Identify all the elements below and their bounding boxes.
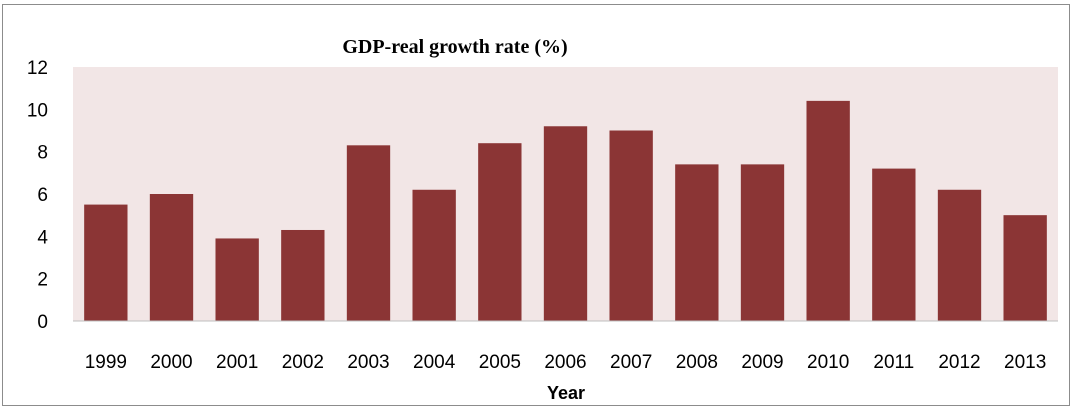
- bar-2006: [543, 126, 588, 322]
- bar-2004: [412, 189, 456, 321]
- x-axis-title: Year: [547, 383, 585, 403]
- bar-2000: [149, 194, 194, 321]
- bar-2008: [675, 164, 719, 321]
- x-tick-label: 2013: [1004, 352, 1046, 373]
- bar-1999: [84, 204, 128, 321]
- x-tick-label: 2002: [282, 352, 324, 373]
- bar-2007: [609, 130, 653, 321]
- bars: [84, 100, 1047, 322]
- x-tick-label: 2001: [216, 352, 258, 373]
- x-tick-label: 2004: [413, 352, 456, 373]
- y-tick-label: 8: [37, 143, 48, 164]
- x-tick-label: 2010: [807, 352, 849, 373]
- y-tick-label: 2: [37, 270, 48, 291]
- x-tick-label: 2003: [347, 352, 389, 373]
- x-tick-label: 1999: [85, 352, 127, 373]
- bar-2011: [872, 168, 916, 321]
- bar-2003: [346, 145, 391, 321]
- x-tick-label: 2007: [610, 352, 652, 373]
- y-tick-label: 12: [27, 58, 48, 79]
- x-tick-label: 2006: [544, 352, 586, 373]
- chart-title: GDP-real growth rate (%): [342, 36, 567, 58]
- bar-chart: GDP-real growth rate (%) 0 2 4 6 8 10 12 1999 2…: [27, 36, 1058, 403]
- bar-2010: [806, 100, 850, 321]
- x-tick-label: 2005: [479, 352, 521, 373]
- bar-2012: [937, 189, 982, 321]
- bar-2001: [215, 238, 259, 321]
- x-tick-label: 2009: [741, 352, 783, 373]
- y-tick-label: 6: [37, 185, 48, 206]
- y-tick-label: 0: [37, 312, 48, 333]
- y-axis-ticks: 0 2 4 6 8 10 12: [27, 58, 49, 333]
- chart-frame: GDP-real growth rate (%) 0 2 4 6 8 10 12 1999 2…: [2, 4, 1070, 406]
- x-axis-ticks: 1999 2000 2001 2002 2003 2004 2005 2006 2007 2008…: [85, 352, 1047, 373]
- bar-2009: [740, 164, 785, 321]
- x-tick-label: 2011: [873, 352, 914, 373]
- bar-2005: [478, 143, 522, 321]
- x-tick-label: 2000: [150, 352, 192, 373]
- x-tick-label: 2008: [676, 352, 718, 373]
- bar-2002: [281, 229, 325, 321]
- bar-2013: [1003, 215, 1047, 321]
- y-tick-label: 10: [27, 100, 48, 121]
- y-tick-label: 4: [37, 227, 48, 248]
- x-tick-label: 2012: [938, 352, 980, 373]
